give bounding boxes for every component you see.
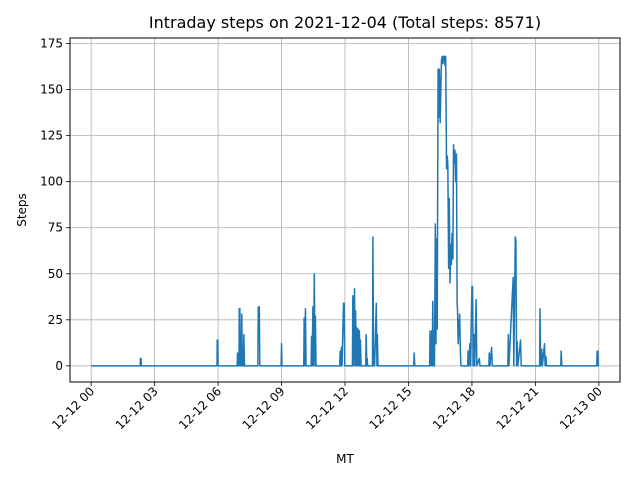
y-tick-label: 100 (40, 175, 63, 189)
steps-series-line (91, 55, 599, 367)
y-tick-label: 0 (55, 359, 63, 373)
y-axis-label: Steps (15, 193, 29, 227)
y-axis: 0 25 50 75 100 125 150 175 (40, 37, 70, 373)
y-tick-label: 25 (48, 313, 63, 327)
y-tick-label: 125 (40, 129, 63, 143)
y-tick-label: 50 (48, 267, 63, 281)
y-tick-label: 150 (40, 83, 63, 97)
x-axis-label: MT (336, 452, 354, 466)
y-tick-label: 75 (48, 221, 63, 235)
series-layer (91, 55, 599, 367)
y-tick-label: 175 (40, 37, 63, 51)
chart-title: Intraday steps on 2021-12-04 (Total step… (149, 13, 541, 32)
